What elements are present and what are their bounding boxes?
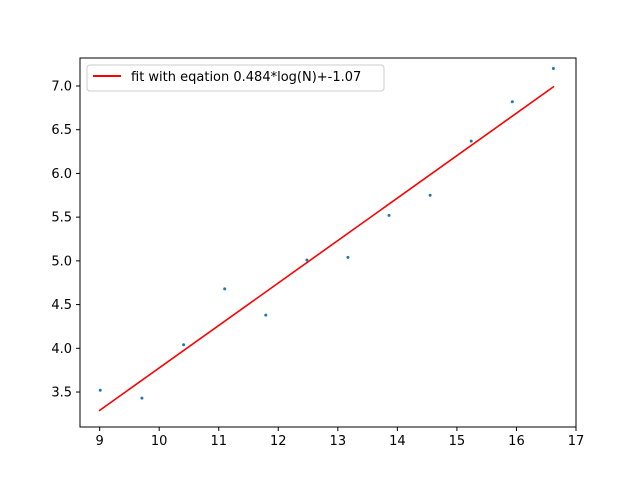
- scatter-point: [140, 396, 144, 400]
- x-tick-label: 9: [96, 434, 104, 449]
- x-tick-label: 13: [330, 434, 347, 449]
- series-layer: [98, 66, 555, 412]
- y-tick-label: 3.5: [51, 386, 72, 401]
- y-tick-label: 7.0: [51, 79, 72, 94]
- x-tick-label: 11: [210, 434, 227, 449]
- scatter-point: [98, 388, 102, 392]
- x-tick-label: 16: [508, 434, 525, 449]
- y-axis-ticks: 3.5 4.0 4.5 5.0 5.5 6.0 6.5 7.0: [51, 79, 80, 401]
- scatter-point: [346, 255, 350, 259]
- scatter-point: [510, 100, 514, 104]
- scatter-point: [264, 313, 268, 317]
- x-tick-label: 10: [151, 434, 168, 449]
- plot-frame: [79, 57, 577, 428]
- y-tick-label: 5.5: [51, 211, 72, 226]
- x-tick-label: 17: [568, 434, 585, 449]
- y-tick-label: 5.0: [51, 254, 72, 269]
- scatter-point: [387, 213, 391, 217]
- scatter-point: [182, 343, 186, 347]
- legend-label-fit: fit with eqation 0.484*log(N)+-1.07: [131, 70, 361, 85]
- legend: fit with eqation 0.484*log(N)+-1.07: [86, 64, 385, 92]
- fit-line: [98, 85, 555, 412]
- x-tick-label: 14: [389, 434, 406, 449]
- y-tick-label: 4.5: [51, 298, 72, 313]
- y-tick-label: 6.5: [51, 123, 72, 138]
- x-axis-ticks: 9 10 11 12 13 14 15 16 17: [96, 427, 585, 449]
- x-tick-label: 15: [449, 434, 466, 449]
- y-tick-label: 4.0: [51, 342, 72, 357]
- y-tick-label: 6.0: [51, 167, 72, 182]
- x-tick-label: 12: [270, 434, 287, 449]
- scatter-point: [551, 66, 555, 70]
- scatter-point: [305, 258, 309, 262]
- scatter-point: [469, 139, 473, 143]
- scatter-point: [223, 287, 227, 291]
- legend-box: [86, 64, 385, 92]
- scatter-point: [428, 193, 432, 197]
